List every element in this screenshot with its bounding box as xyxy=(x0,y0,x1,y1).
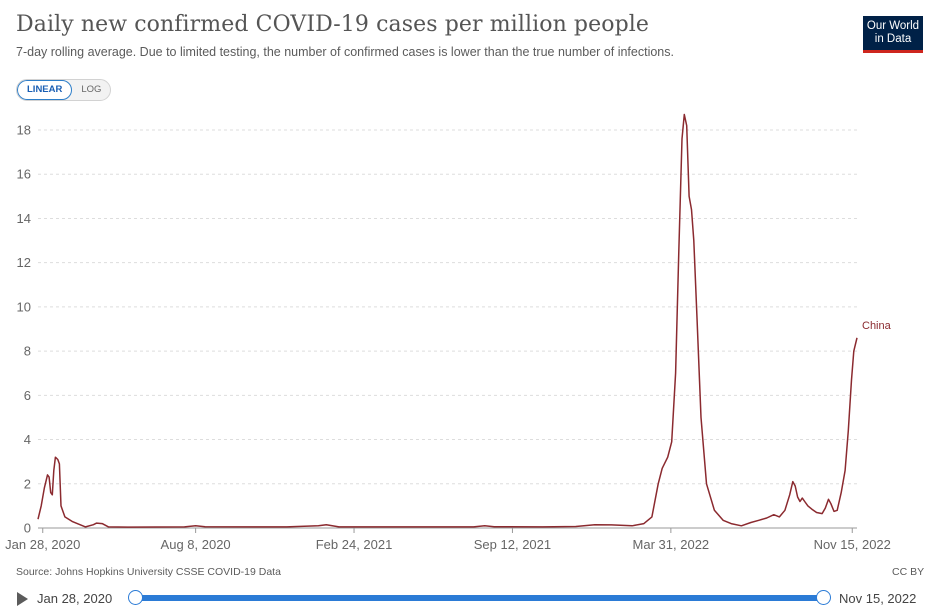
y-tick-label: 10 xyxy=(17,299,31,314)
play-icon[interactable] xyxy=(17,592,28,606)
y-tick-label: 2 xyxy=(24,476,31,491)
scale-toggle: LINEAR LOG xyxy=(16,79,112,101)
linear-scale-button[interactable]: LINEAR xyxy=(17,80,73,100)
y-tick-label: 12 xyxy=(17,255,31,270)
timeline: Jan 28, 2020 Nov 15, 2022 xyxy=(14,588,929,610)
timeline-start-label: Jan 28, 2020 xyxy=(37,591,113,606)
y-axis-ticks: 0 2 4 6 8 10 12 14 16 18 xyxy=(17,123,31,536)
timeline-end-handle[interactable] xyxy=(816,590,831,605)
x-axis: Jan 28, 2020 Aug 8, 2020 Feb 24, 2021 Sep 1… xyxy=(5,527,891,552)
y-tick-label: 18 xyxy=(17,123,31,138)
owid-logo[interactable]: Our World in Data xyxy=(863,16,923,53)
source-note[interactable]: Source: Johns Hopkins University CSSE CO… xyxy=(16,566,281,578)
series-line-china[interactable] xyxy=(37,113,858,528)
logo-line-1: Our World xyxy=(866,20,920,32)
x-tick-label: Jan 28, 2020 xyxy=(5,537,80,552)
y-tick-label: 6 xyxy=(24,388,31,403)
y-tick-label: 16 xyxy=(17,167,31,182)
license-link[interactable]: CC BY xyxy=(892,566,925,578)
x-tick-label: Sep 12, 2021 xyxy=(474,537,551,552)
x-tick-label: Mar 31, 2022 xyxy=(633,537,710,552)
series-label: China xyxy=(862,320,892,332)
x-tick-label: Nov 15, 2022 xyxy=(814,537,891,552)
logo-line-2: in Data xyxy=(874,32,912,45)
log-scale-button[interactable]: LOG xyxy=(81,84,102,95)
timeline-start-handle[interactable] xyxy=(128,590,143,605)
timeline-track[interactable] xyxy=(136,595,824,601)
timeline-end-label: Nov 15, 2022 xyxy=(839,591,917,606)
chart-subtitle: 7-day rolling average. Due to limited te… xyxy=(16,45,674,59)
x-tick-label: Aug 8, 2020 xyxy=(161,537,231,552)
grid-lines xyxy=(38,129,857,485)
y-tick-label: 8 xyxy=(24,344,31,359)
y-tick-label: 4 xyxy=(24,432,31,447)
chart-title: Daily new confirmed COVID-19 cases per m… xyxy=(16,12,650,37)
y-tick-label: 14 xyxy=(17,211,31,226)
series-group: China xyxy=(37,113,892,528)
y-tick-label: 0 xyxy=(24,521,31,536)
x-tick-label: Feb 24, 2021 xyxy=(316,537,393,552)
